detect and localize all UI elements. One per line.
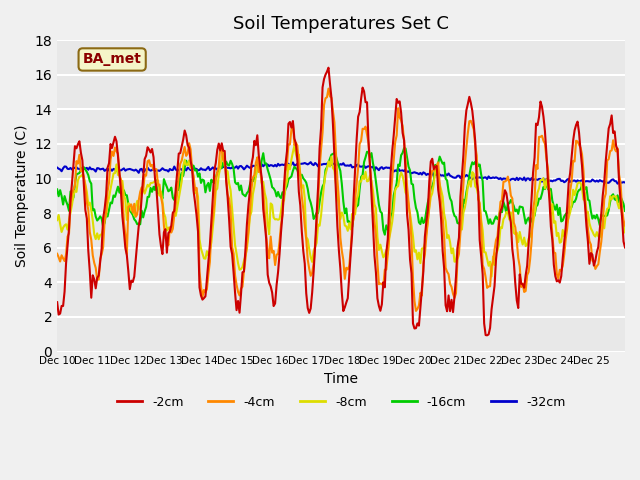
Title: Soil Temperatures Set C: Soil Temperatures Set C	[233, 15, 449, 33]
Y-axis label: Soil Temperature (C): Soil Temperature (C)	[15, 125, 29, 267]
Text: BA_met: BA_met	[83, 52, 141, 66]
Legend: -2cm, -4cm, -8cm, -16cm, -32cm: -2cm, -4cm, -8cm, -16cm, -32cm	[112, 391, 570, 414]
X-axis label: Time: Time	[324, 372, 358, 386]
